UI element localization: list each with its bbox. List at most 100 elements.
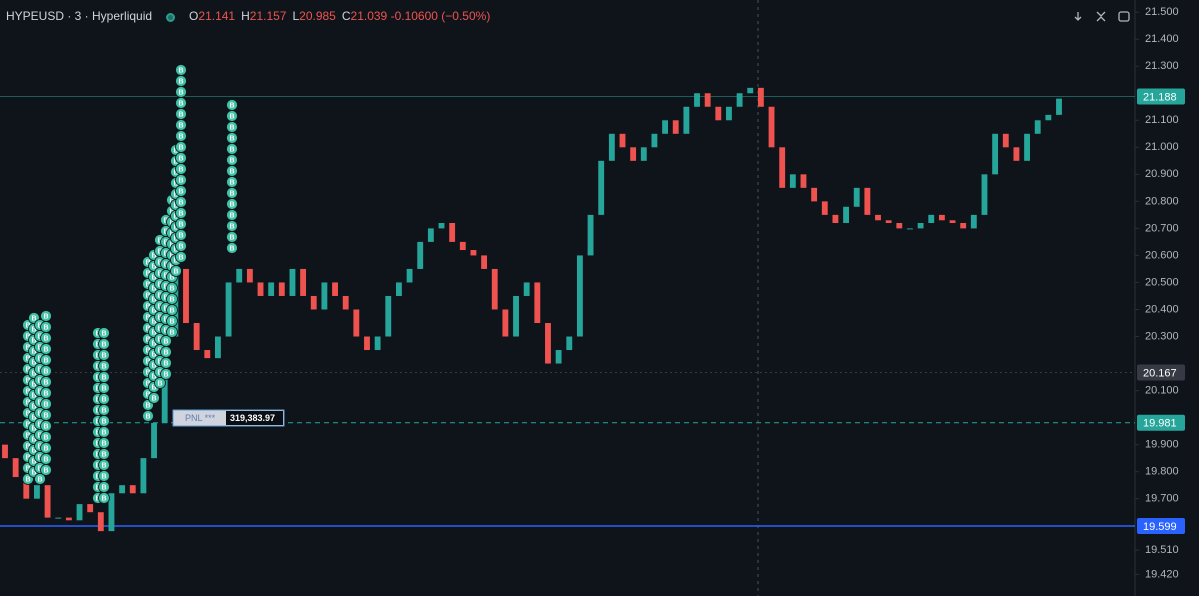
trade-marker-label: B bbox=[173, 158, 178, 165]
trade-marker-label: B bbox=[145, 281, 150, 288]
candle-body bbox=[726, 106, 732, 121]
candle-body bbox=[374, 336, 381, 351]
trade-marker: B bbox=[226, 198, 238, 210]
trade-marker-label: B bbox=[163, 360, 168, 367]
trade-marker-label: B bbox=[145, 358, 150, 365]
trade-marker: B bbox=[226, 176, 238, 188]
candle-body bbox=[864, 187, 871, 215]
trade-marker-label: B bbox=[25, 443, 30, 450]
trade-marker-label: B bbox=[37, 443, 42, 450]
trade-marker: B bbox=[166, 326, 178, 338]
trade-marker: B bbox=[98, 437, 110, 449]
candle-body bbox=[300, 268, 307, 296]
candle-body bbox=[332, 282, 338, 296]
trade-marker: B bbox=[175, 108, 187, 120]
icon-download[interactable] bbox=[1074, 12, 1082, 21]
trade-marker-label: B bbox=[157, 281, 162, 288]
trade-marker: B bbox=[40, 398, 52, 410]
trade-marker-label: B bbox=[43, 434, 48, 441]
trade-marker-label: B bbox=[151, 373, 156, 380]
ohlc-value: 21.157 bbox=[249, 9, 287, 23]
trade-marker: B bbox=[40, 354, 52, 366]
trade-marker-label: B bbox=[95, 407, 100, 414]
trade-marker-label: B bbox=[169, 285, 174, 292]
trade-marker-label: B bbox=[157, 325, 162, 332]
trade-marker-label: B bbox=[25, 355, 30, 362]
trade-marker-label: B bbox=[163, 261, 168, 268]
trade-marker-label: B bbox=[163, 349, 168, 356]
candle-body bbox=[598, 160, 605, 215]
trade-marker: B bbox=[175, 196, 187, 208]
trade-marker: B bbox=[40, 409, 52, 421]
trade-marker-label: B bbox=[169, 274, 174, 281]
candle-body bbox=[896, 222, 903, 229]
candle-body bbox=[481, 255, 488, 269]
y-tick-label: 20.300 bbox=[1145, 330, 1179, 342]
icon-fullscreen[interactable] bbox=[1118, 11, 1130, 22]
trade-marker-label: B bbox=[157, 248, 162, 255]
trade-marker-label: B bbox=[151, 263, 156, 270]
candle-body bbox=[97, 512, 104, 532]
trade-marker-label: B bbox=[173, 202, 178, 209]
y-tick-label: 21.500 bbox=[1145, 6, 1179, 18]
candle-body bbox=[853, 187, 860, 207]
trade-marker: B bbox=[98, 371, 110, 383]
candle-body bbox=[385, 295, 392, 337]
trade-marker-dot bbox=[166, 326, 178, 338]
trade-marker-label: B bbox=[101, 462, 106, 469]
candle-body bbox=[800, 174, 807, 188]
candle-body bbox=[704, 93, 711, 107]
y-tick-label: 20.700 bbox=[1145, 222, 1179, 234]
status-dot bbox=[166, 13, 176, 22]
trade-marker: B bbox=[226, 220, 238, 232]
icon-collapse[interactable] bbox=[1096, 11, 1106, 22]
trade-marker-label: B bbox=[145, 347, 150, 354]
candle-body bbox=[992, 133, 999, 175]
trade-marker-label: B bbox=[178, 188, 183, 195]
trade-marker: B bbox=[175, 152, 187, 164]
trade-marker: B bbox=[98, 448, 110, 460]
trade-marker-label: B bbox=[163, 294, 168, 301]
trade-marker-label: B bbox=[25, 388, 30, 395]
trade-marker: B bbox=[175, 185, 187, 197]
trade-marker-label: B bbox=[229, 157, 234, 164]
trade-marker-label: B bbox=[173, 235, 178, 242]
trade-marker-label: B bbox=[178, 166, 183, 173]
candle-body bbox=[257, 282, 264, 296]
trade-marker-label: B bbox=[173, 213, 178, 220]
trade-marker-dot bbox=[154, 377, 166, 389]
candle-body bbox=[683, 106, 690, 134]
candle-body bbox=[843, 206, 849, 223]
candle-body bbox=[438, 222, 445, 229]
candle-body bbox=[449, 222, 456, 242]
trade-marker-label: B bbox=[25, 377, 30, 384]
ohlc: O21.141 H21.157 L20.985 C21.039 bbox=[183, 9, 387, 23]
ohlc-key: L bbox=[292, 9, 300, 23]
trade-marker-label: B bbox=[229, 245, 234, 252]
candle-body bbox=[832, 214, 839, 223]
trade-marker-label: B bbox=[37, 388, 42, 395]
trade-marker: B bbox=[40, 332, 52, 344]
change: -0.10600 (−0.50%) bbox=[390, 9, 491, 23]
trade-marker-label: B bbox=[101, 396, 106, 403]
y-tick-label: 21.400 bbox=[1145, 33, 1179, 45]
trade-marker-label: B bbox=[151, 340, 156, 347]
price-tag bbox=[1137, 414, 1185, 431]
candle-body bbox=[491, 268, 498, 310]
trade-marker: B bbox=[175, 97, 187, 109]
candle-body bbox=[875, 214, 881, 221]
trade-marker-label: B bbox=[31, 403, 36, 410]
candle-body bbox=[1045, 114, 1052, 121]
trade-marker: B bbox=[98, 393, 110, 405]
candle-body bbox=[119, 485, 126, 494]
trade-marker: B bbox=[40, 431, 52, 443]
trade-marker-label: B bbox=[173, 257, 178, 264]
trade-marker-label: B bbox=[43, 313, 48, 320]
trade-marker-label: B bbox=[145, 380, 150, 387]
y-tick-label: 19.510 bbox=[1145, 544, 1179, 556]
trade-marker-label: B bbox=[173, 147, 178, 154]
trade-marker-label: B bbox=[37, 421, 42, 428]
trade-marker-label: B bbox=[37, 465, 42, 472]
y-tick-label: 19.700 bbox=[1145, 493, 1179, 505]
trade-marker-label: B bbox=[95, 330, 100, 337]
